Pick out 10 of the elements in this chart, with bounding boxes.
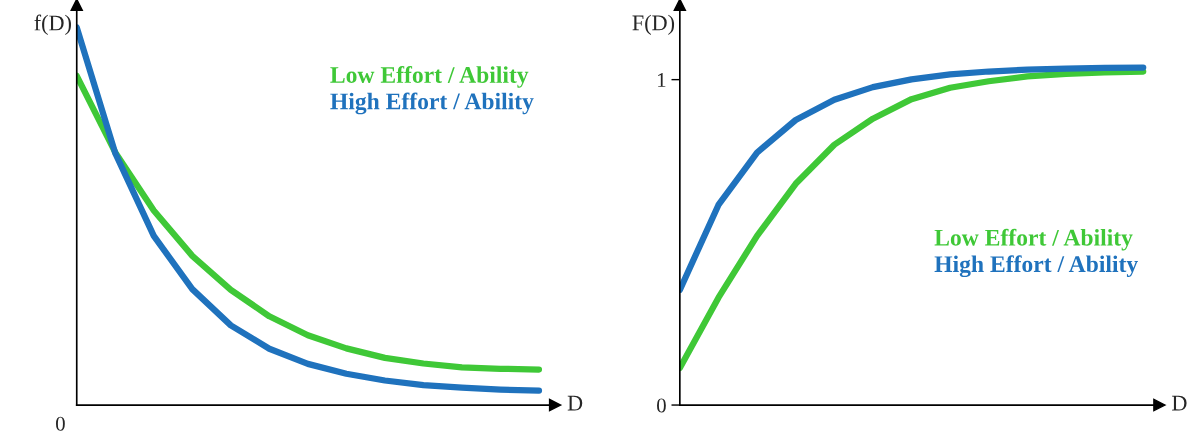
text: High Effort / Ability (934, 255, 1138, 278)
y-tick-label: 1 (658, 73, 666, 87)
y-axis-title: f(D) (34, 14, 71, 35)
text: Low Effort / Ability (934, 228, 1133, 251)
text: High Effort / Ability (330, 92, 534, 115)
x-axis-title: D (1172, 395, 1187, 411)
text: 0 (56, 416, 65, 431)
y-axis-title: F(D) (632, 14, 675, 35)
text: Low Effort / Ability (330, 66, 529, 88)
x-axis-title: D (567, 395, 583, 411)
